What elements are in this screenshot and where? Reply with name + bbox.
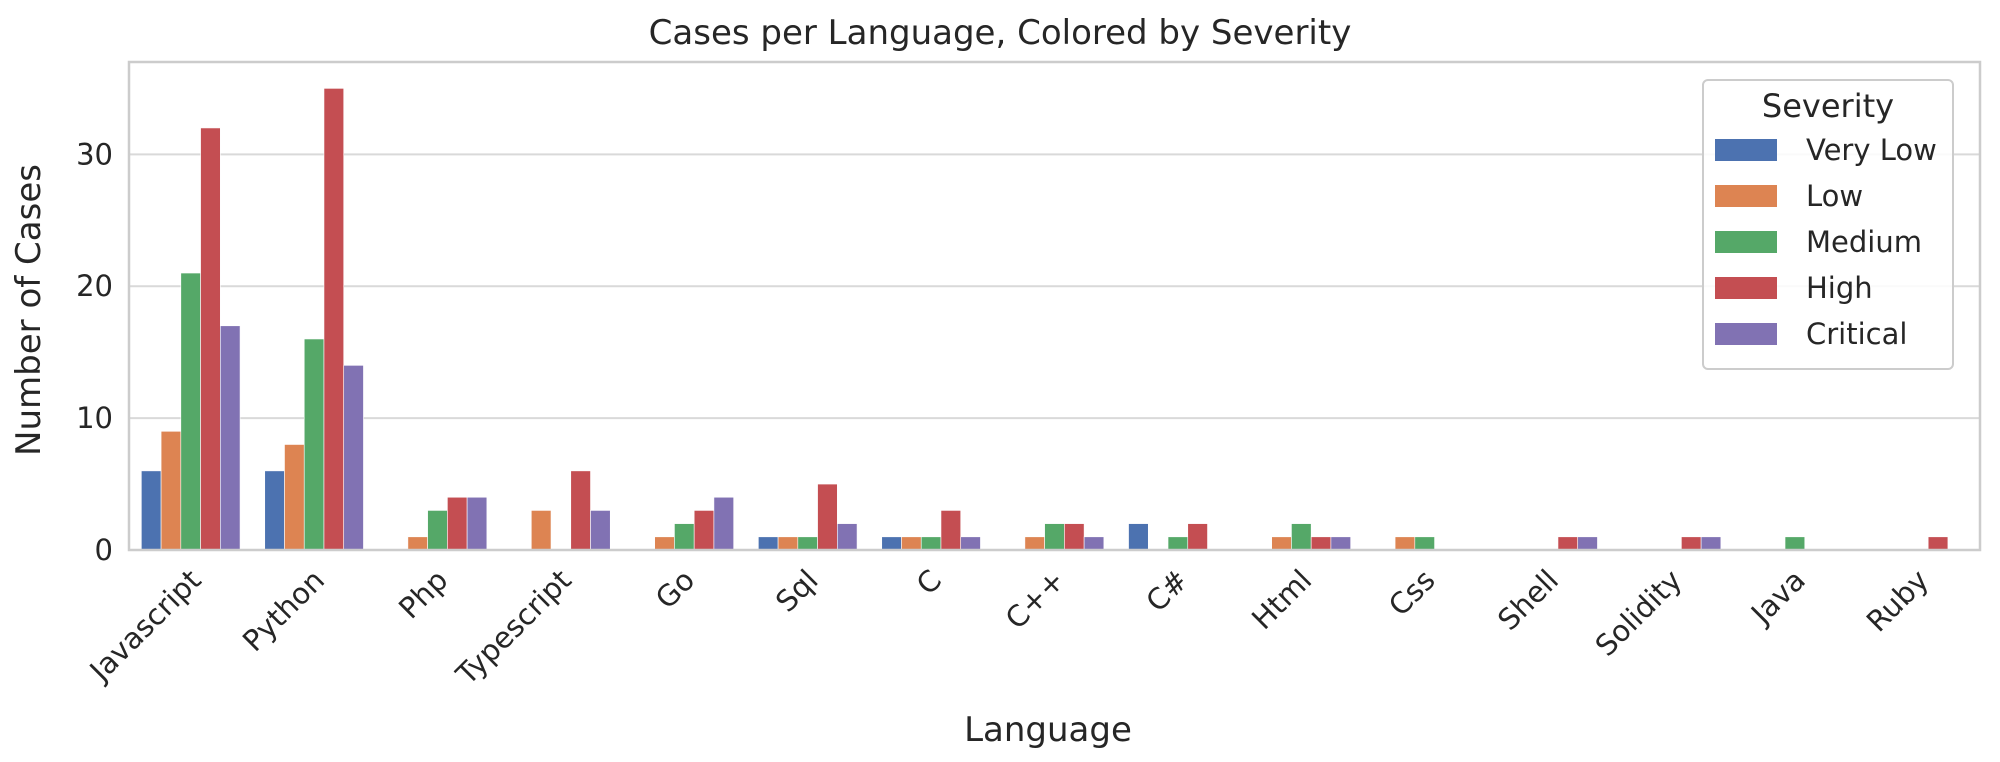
legend: Severity Very Low Low Medium High Critical bbox=[1702, 79, 1954, 370]
legend-swatch-high bbox=[1715, 277, 1777, 299]
legend-swatch-medium bbox=[1715, 231, 1777, 253]
bar-html-high bbox=[1310, 536, 1332, 551]
bar-php-medium bbox=[427, 510, 448, 551]
bar-python-very-low bbox=[264, 470, 285, 551]
bar-csharp-medium bbox=[1167, 536, 1189, 551]
bar-javascript-high bbox=[200, 127, 221, 551]
legend-label-medium: Medium bbox=[1806, 225, 1922, 259]
bar-sql-very-low bbox=[758, 536, 779, 551]
bar-html-low bbox=[1271, 536, 1292, 551]
bar-c-critical bbox=[960, 536, 981, 551]
y-tick-labels: 0 10 20 30 bbox=[76, 137, 113, 567]
bar-javascript-very-low bbox=[141, 470, 162, 551]
bars bbox=[141, 88, 1949, 551]
y-tick-label: 20 bbox=[76, 269, 113, 303]
bar-typescript-critical bbox=[590, 510, 611, 551]
bar-php-critical bbox=[466, 496, 488, 551]
bar-solidity-critical bbox=[1700, 536, 1722, 551]
bar-css-low bbox=[1394, 536, 1416, 551]
y-tick-label: 0 bbox=[95, 533, 113, 567]
bar-sql-low bbox=[777, 536, 799, 551]
bar-cplusplus-medium bbox=[1044, 523, 1065, 551]
bar-c-low bbox=[901, 536, 922, 551]
bar-c-very-low bbox=[881, 536, 902, 551]
y-tick-label: 10 bbox=[76, 401, 113, 435]
bar-cplusplus-low bbox=[1024, 536, 1045, 551]
bar-shell-critical bbox=[1577, 536, 1598, 551]
legend-label-low: Low bbox=[1806, 179, 1863, 213]
chart-title: Cases per Language, Colored by Severity bbox=[649, 13, 1352, 53]
bar-shell-high bbox=[1557, 536, 1579, 551]
bar-javascript-critical bbox=[220, 325, 241, 551]
legend-swatch-critical bbox=[1715, 323, 1777, 345]
bar-php-low bbox=[407, 536, 428, 551]
legend-label-high: High bbox=[1806, 271, 1873, 305]
bar-go-low bbox=[654, 536, 675, 551]
y-tick-label: 30 bbox=[76, 137, 113, 171]
bar-sql-critical bbox=[837, 523, 858, 551]
legend-swatch-very-low bbox=[1715, 139, 1777, 161]
legend-title: Severity bbox=[1762, 87, 1894, 125]
bar-css-medium bbox=[1414, 536, 1435, 551]
y-axis-label: Number of Cases bbox=[9, 164, 49, 456]
bar-solidity-high bbox=[1681, 536, 1702, 551]
bar-html-critical bbox=[1330, 536, 1351, 551]
legend-swatch-low bbox=[1715, 185, 1777, 207]
bar-c-medium bbox=[920, 536, 942, 551]
bar-sql-medium bbox=[797, 536, 818, 551]
bar-python-high bbox=[323, 88, 345, 551]
x-axis-label: Language bbox=[964, 710, 1132, 750]
bar-python-medium bbox=[303, 338, 325, 551]
bar-java-medium bbox=[1784, 536, 1806, 551]
bar-cplusplus-high bbox=[1064, 523, 1085, 551]
bar-javascript-medium bbox=[180, 272, 201, 551]
bar-typescript-high bbox=[570, 470, 591, 551]
bar-csharp-very-low bbox=[1128, 523, 1149, 551]
bar-go-high bbox=[693, 510, 715, 551]
bar-cplusplus-critical bbox=[1083, 536, 1105, 551]
bar-go-medium bbox=[674, 523, 695, 551]
bar-go-critical bbox=[713, 496, 734, 551]
bar-python-low bbox=[284, 444, 305, 551]
bar-typescript-low bbox=[530, 510, 552, 551]
bar-javascript-low bbox=[160, 430, 182, 551]
bar-c-high bbox=[940, 510, 962, 551]
legend-label-very-low: Very Low bbox=[1806, 133, 1937, 167]
bar-python-critical bbox=[343, 365, 364, 551]
bar-csharp-high bbox=[1187, 523, 1208, 551]
plot-frame bbox=[127, 60, 1982, 552]
bar-sql-high bbox=[817, 483, 838, 551]
bar-php-high bbox=[447, 496, 468, 551]
bar-ruby-high bbox=[1927, 536, 1949, 551]
legend-label-critical: Critical bbox=[1806, 317, 1907, 351]
bar-html-medium bbox=[1291, 523, 1312, 551]
